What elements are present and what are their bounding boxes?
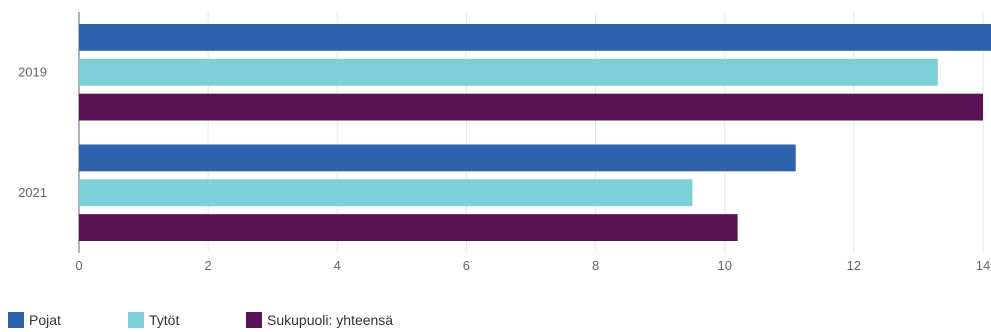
legend-swatch (128, 312, 144, 328)
bar (79, 24, 991, 51)
legend-label: Sukupuoli: yhteensä (267, 312, 394, 328)
bar (79, 58, 938, 86)
y-tick-label: 2019 (18, 64, 47, 79)
bar (79, 93, 983, 121)
y-tick-label: 2021 (18, 185, 47, 200)
x-tick-label: 8 (592, 258, 599, 273)
legend-swatch (246, 312, 262, 328)
legend-item-pojat[interactable]: Pojat (8, 312, 128, 328)
x-tick-label: 2 (205, 258, 212, 273)
bar (79, 144, 796, 172)
legend-item-yhteensa[interactable]: Sukupuoli: yhteensä (246, 312, 393, 328)
x-tick-label: 0 (75, 258, 82, 273)
legend-item-tytot[interactable]: Tytöt (128, 312, 246, 328)
bar (79, 179, 693, 207)
x-tick-label: 12 (847, 258, 861, 273)
legend-label: Pojat (29, 312, 61, 328)
x-tick-label: 10 (717, 258, 731, 273)
x-tick-label: 4 (334, 258, 341, 273)
legend-label: Tytöt (149, 312, 180, 328)
x-tick-label: 14 (976, 258, 990, 273)
bar (79, 214, 738, 241)
legend-swatch (8, 312, 24, 328)
x-tick-label: 6 (463, 258, 470, 273)
legend: Pojat Tytöt Sukupuoli: yhteensä (8, 312, 393, 328)
bar-chart: 0 2 4 6 8 10 12 14 2019 2021 (18, 12, 991, 273)
